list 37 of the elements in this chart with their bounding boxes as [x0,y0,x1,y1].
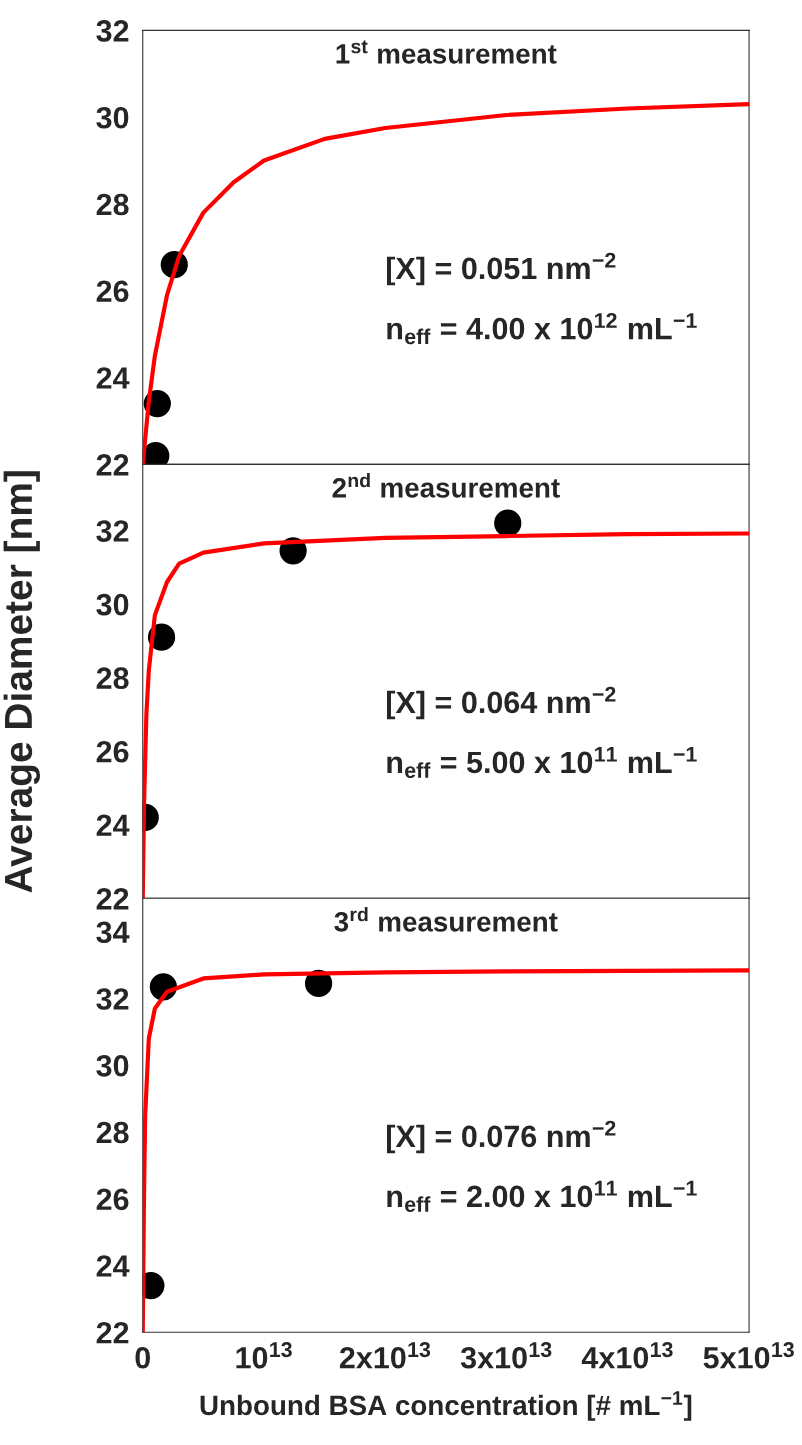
annotation: [X] = 0.051 nm$^{−2}$ [386,252,616,286]
annotation: n$_{eff}$ = 5.00 x 10$^{11}$ mL$^{−1}$ [387,746,697,778]
y-tick-label: 30 [96,593,129,616]
x-axis-title: Unbound BSA concentration [# mL$^{−1}$] [200,1391,692,1421]
y-tick-label: 28 [96,667,129,690]
y-tick-label: 22 [96,454,129,476]
y-tick-label: 22 [96,1322,129,1344]
y-tick-label: 26 [96,1188,129,1211]
y-tick-label: 24 [96,367,130,389]
point [494,509,522,537]
y-tick-label: 30 [96,1054,129,1077]
x-tick-label: 4x10$^{13}$ [581,1342,673,1369]
x-tick-label: 5x10$^{13}$ [703,1342,794,1369]
y-tick-label: 34 [96,921,130,944]
y-tick-label: 32 [96,20,129,42]
y-tick-label: 28 [96,193,129,216]
chart-title: 3$^{rd}$ measurement [334,907,558,932]
y-tick-label: 32 [96,520,129,542]
y-axis-title: Average Diameter [nm] [3,471,41,893]
chart-title: 1$^{st}$ measurement [336,40,557,64]
annotation: n$_{eff}$ = 2.00 x 10$^{11}$ mL$^{−1}$ [387,1180,697,1212]
y-tick-label: 24 [96,814,130,836]
y-tick-label: 24 [96,1255,130,1277]
x-tick-label: 10$^{13}$ [236,1342,292,1369]
y-tick-label: 30 [96,106,129,129]
y-tick-label: 22 [96,888,129,910]
annotation: [X] = 0.064 nm$^{−2}$ [386,686,616,720]
chart-title: 2$^{nd}$ measurement [332,473,560,498]
x-tick-label: 0 [135,1346,150,1369]
annotation: n$_{eff}$ = 4.00 x 10$^{12}$ mL$^{−1}$ [387,312,697,345]
y-tick-label: 26 [96,740,129,763]
y-tick-label: 26 [96,280,129,303]
annotation: [X] = 0.076 nm$^{−2}$ [386,1120,616,1154]
y-tick-label: 32 [96,988,129,1010]
x-tick-label: 2x10$^{13}$ [339,1342,431,1369]
x-tick-label: 3x10$^{13}$ [460,1342,552,1369]
y-tick-label: 28 [96,1121,129,1144]
